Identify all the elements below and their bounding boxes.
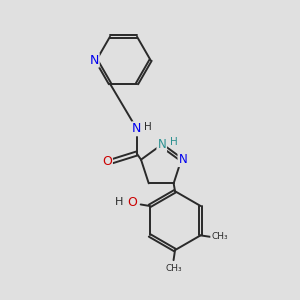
- Text: CH₃: CH₃: [165, 265, 182, 274]
- Text: N: N: [89, 54, 99, 67]
- Text: N: N: [132, 122, 141, 135]
- Text: H: H: [114, 196, 123, 206]
- Text: O: O: [127, 196, 137, 209]
- Text: N: N: [178, 153, 187, 166]
- Text: CH₃: CH₃: [211, 232, 228, 242]
- Text: H: H: [170, 137, 177, 147]
- Text: O: O: [102, 155, 112, 168]
- Text: H: H: [144, 122, 152, 132]
- Text: N: N: [158, 139, 166, 152]
